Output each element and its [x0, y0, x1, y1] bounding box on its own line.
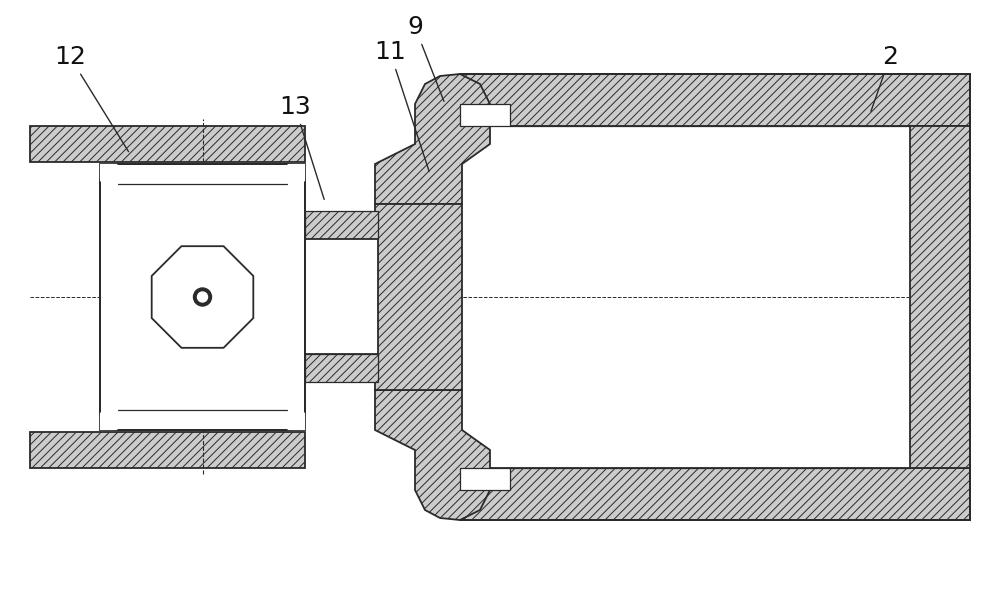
Polygon shape [375, 74, 490, 204]
Polygon shape [375, 390, 490, 520]
Bar [100, 412, 118, 430]
Polygon shape [152, 246, 253, 348]
Bar [287, 164, 305, 182]
Text: 2: 2 [871, 45, 898, 112]
Text: 11: 11 [374, 40, 429, 171]
Text: 9: 9 [407, 15, 444, 102]
Bar [100, 164, 118, 182]
Text: 13: 13 [279, 95, 324, 200]
Bar [100, 164, 305, 430]
Polygon shape [460, 74, 970, 126]
Polygon shape [305, 354, 378, 382]
Polygon shape [375, 204, 462, 390]
Text: 12: 12 [54, 45, 129, 151]
Circle shape [194, 288, 212, 306]
Polygon shape [910, 126, 970, 468]
Polygon shape [30, 432, 305, 468]
Circle shape [198, 292, 208, 302]
Bar [287, 412, 305, 430]
Polygon shape [460, 468, 970, 520]
Polygon shape [460, 104, 510, 126]
Polygon shape [30, 126, 305, 162]
Polygon shape [305, 211, 378, 239]
Bar [305, 239, 378, 354]
Polygon shape [460, 468, 510, 490]
